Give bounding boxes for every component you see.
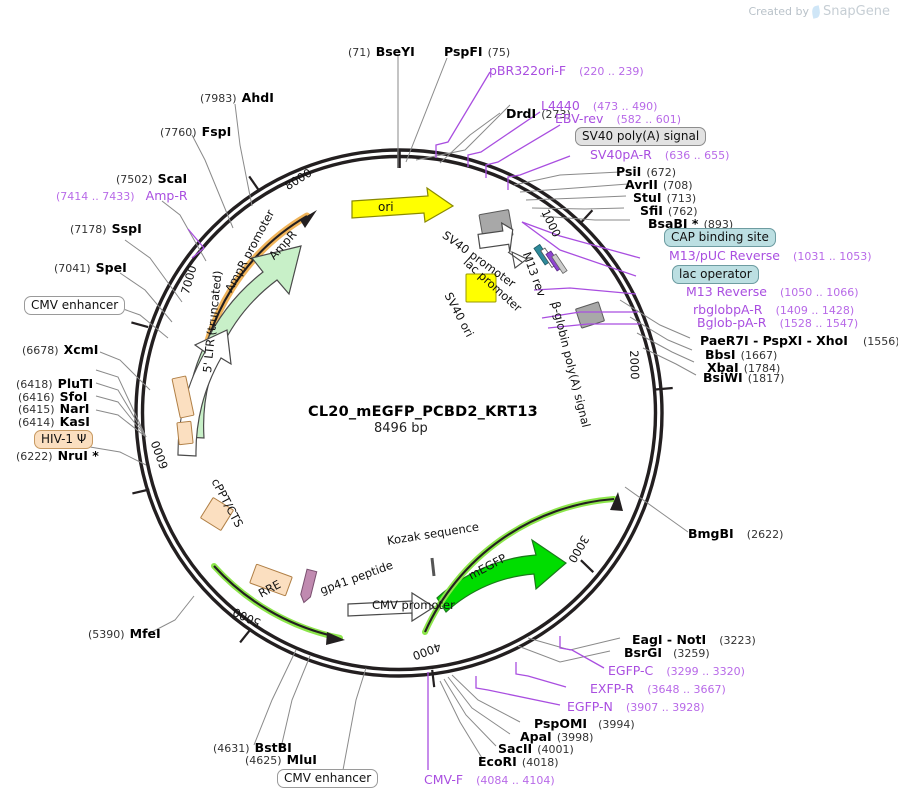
primer-label-bglob-pa-r: Bglob-pA-R (1528 .. 1547) (697, 315, 859, 330)
enzyme-label-bseyi: (71) BseYI (348, 44, 415, 59)
enzyme-label-sacii: SacII (4001) (498, 741, 574, 756)
watermark-brand: SnapGene (822, 4, 890, 19)
primer-label-egfp-c: EGFP-C (3299 .. 3320) (608, 663, 745, 678)
feature-megfp (436, 538, 567, 613)
feature-rre (249, 563, 293, 597)
enzyme-label-mfei: (5390) MfeI (88, 626, 161, 641)
feature-cppt-cts (200, 497, 234, 531)
primer-label-cmv-f: CMV-F (4084 .. 4104) (424, 772, 555, 787)
enzyme-label-fspi: (7760) FspI (160, 124, 232, 139)
primer-label-exfp-r: EXFP-R (3648 .. 3667) (590, 681, 726, 696)
primer-leader-lines (187, 71, 641, 770)
enzyme-label-eagi-noti: EagI - NotI (3223) (632, 632, 756, 647)
enzyme-label-bsiwi: BsiWI (1817) (703, 370, 785, 385)
primer-label-egfp-n: EGFP-N (3907 .. 3928) (567, 699, 705, 714)
enzyme-label-nari: (6415) NarI (18, 401, 90, 416)
enzyme-label-bmgbi: BmgBI (2622) (688, 526, 784, 541)
badge-hiv-1-psi: HIV-1 Ψ (34, 430, 94, 449)
enzyme-label-bsrgi: BsrGI (3259) (624, 645, 710, 660)
enzyme-label-ecori: EcoRI (4018) (478, 754, 559, 769)
megfp-region-arc (211, 563, 345, 645)
enzyme-label-sfii: SfiI (762) (640, 203, 698, 218)
enzyme-label-apai: ApaI (3998) (520, 729, 594, 744)
plasmid-name: CL20_mEGFP_PCBD2_KRT13 (308, 404, 538, 420)
enzyme-label-psii: PsiI (672) (616, 164, 677, 179)
primer-label-pbr322ori-f: pBR322ori-F (220 .. 239) (489, 63, 644, 78)
badge-cmv-enhancer-bottom: CMV enhancer (277, 769, 379, 788)
feature-5-ltr-truncated (171, 375, 195, 446)
primer-label-ebv-rev: EBV-rev (582 .. 601) (555, 111, 682, 126)
feature-ori (351, 186, 455, 223)
plasmid-size: 8496 bp (374, 421, 428, 436)
enzyme-label-scai: (7502) ScaI (116, 171, 188, 186)
enzyme-label-kasi: (6414) KasI (18, 414, 90, 429)
enzyme-label-drdi: DrdI (273) (506, 106, 571, 121)
snapgene-watermark: Created by SnapGene (748, 4, 890, 19)
enzyme-label-pspfi: PspFI (75) (444, 44, 511, 59)
feature-kozak-sequence (430, 557, 436, 577)
snapgene-leaf-icon (810, 4, 822, 19)
feature-cmv-promoter (347, 591, 436, 623)
primer-label-rbglobpa-r: rbglobpA-R (1409 .. 1428) (693, 302, 855, 317)
tick-label-2000: 2000 (627, 350, 643, 380)
enzyme-label-pspomi: PspOMI (3994) (534, 716, 635, 731)
feature-sv40-ori (465, 273, 497, 303)
watermark-prefix: Created by (748, 5, 809, 18)
enzyme-label-nrui: (6222) NruI * (16, 448, 99, 463)
badge-sv40-polya-signal: SV40 poly(A) signal (575, 127, 707, 146)
primer-label-m13-reverse: M13 Reverse (1050 .. 1066) (686, 284, 859, 299)
primer-label-sv40pa-r: SV40pA-R (636 .. 655) (590, 147, 730, 162)
badge-cap-binding-site: CAP binding site (664, 228, 776, 247)
primer-label-l4440: L4440 (473 .. 490) (541, 98, 658, 113)
enzyme-label-avrii: AvrII (708) (625, 177, 693, 192)
feature-label-cmv-promoter: CMV promoter (372, 598, 455, 612)
enzyme-label-paer7i: PaeR7I - PspXI - XhoI (1556) (700, 333, 898, 348)
enzyme-label-bstbi: (4631) BstBI (213, 740, 292, 755)
primer-label-amp-r: (7414 .. 7433) Amp-R (56, 188, 188, 203)
enzyme-label-sspi: (7178) SspI (70, 221, 142, 236)
enzyme-label-sfoi: (6416) SfoI (18, 389, 88, 404)
enzyme-label-bbsi: BbsI (1667) (705, 347, 778, 362)
coordinate-ticks (131, 175, 673, 688)
enzyme-label-xbai: XbaI (1784) (707, 360, 781, 375)
feature-label-ori: ori (378, 200, 394, 214)
feature-m13-rev-markers (533, 243, 568, 274)
feature-lac-promoter (477, 221, 529, 269)
enzyme-label-spei: (7041) SpeI (54, 260, 127, 275)
enzyme-label-ahdi: (7983) AhdI (200, 90, 274, 105)
enzyme-label-mlui: (4625) MluI (245, 752, 317, 767)
enzyme-label-bsabi: BsaBI * (893) (648, 216, 734, 231)
badge-lac-operator: lac operator (672, 265, 759, 284)
badge-cmv-enhancer-left: CMV enhancer (24, 296, 126, 315)
primer-label-m13-puc-reverse: M13/pUC Reverse (1031 .. 1053) (669, 248, 872, 263)
megfp-outer-arc (422, 492, 623, 635)
enzyme-label-pluti: (6418) PluTI (16, 376, 94, 391)
enzyme-label-xcmi: (6678) XcmI (22, 342, 99, 357)
enzyme-label-stui: StuI (713) (633, 190, 697, 205)
feature-gp41-peptide (300, 568, 318, 604)
leader-lines (89, 55, 697, 771)
